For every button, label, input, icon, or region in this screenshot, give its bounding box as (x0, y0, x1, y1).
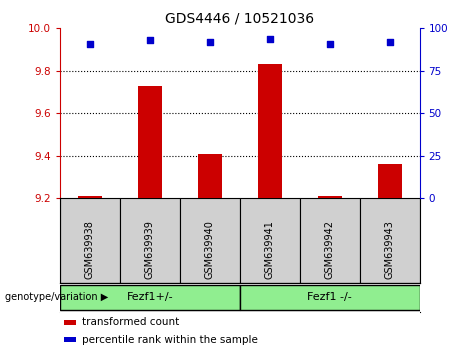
Bar (64, 320, 76, 325)
Bar (78, 196, 102, 198)
Bar (300, 198, 360, 283)
Text: Fezf1+/-: Fezf1+/- (126, 292, 173, 302)
Bar (64, 337, 76, 342)
Bar (318, 196, 342, 198)
Bar (198, 154, 222, 198)
Text: percentile rank within the sample: percentile rank within the sample (82, 335, 257, 344)
Text: transformed count: transformed count (82, 318, 179, 327)
Text: genotype/variation ▶: genotype/variation ▶ (5, 292, 108, 302)
Point (206, 39, 213, 45)
Text: Fezf1 -/-: Fezf1 -/- (307, 292, 352, 302)
Bar (120, 198, 180, 283)
Bar (138, 86, 162, 198)
Bar (240, 285, 420, 310)
Point (146, 38, 154, 43)
Text: GSM639941: GSM639941 (265, 220, 275, 279)
Title: GDS4446 / 10521036: GDS4446 / 10521036 (165, 12, 314, 26)
Text: GSM639940: GSM639940 (205, 220, 215, 279)
Text: GSM639943: GSM639943 (384, 220, 395, 279)
Text: GSM639939: GSM639939 (145, 220, 155, 279)
Bar (60, 198, 120, 283)
Text: GSM639942: GSM639942 (325, 220, 335, 279)
Text: GSM639938: GSM639938 (85, 220, 95, 279)
Bar (180, 198, 240, 283)
Point (266, 36, 273, 41)
Point (86, 41, 94, 46)
Point (326, 41, 333, 46)
Bar (240, 198, 300, 283)
Point (386, 39, 393, 45)
Bar (60, 285, 240, 310)
Bar (378, 164, 402, 198)
Bar (360, 198, 420, 283)
Bar (258, 64, 282, 198)
